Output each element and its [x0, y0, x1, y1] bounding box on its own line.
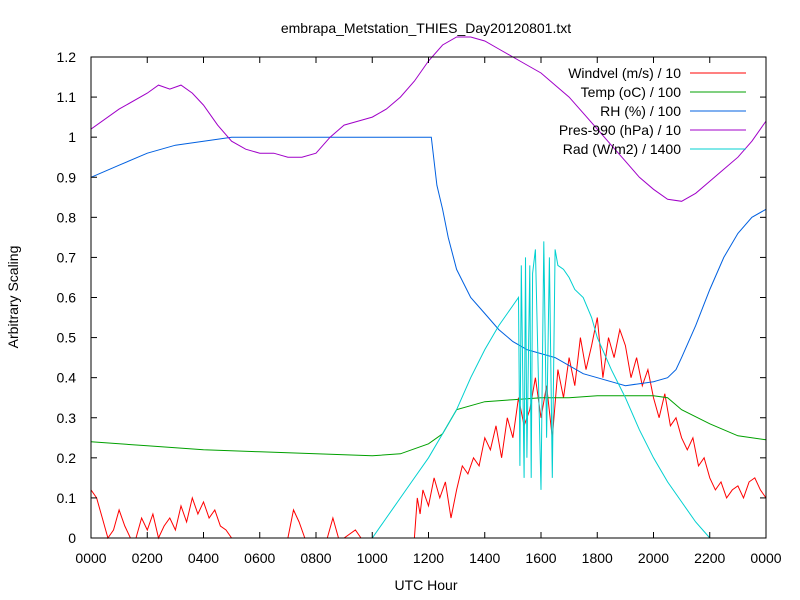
- x-tick-label: 1000: [357, 550, 388, 566]
- legend-label-4: Pres-990 (hPa) / 10: [559, 122, 681, 138]
- x-tick-label: 1600: [525, 550, 556, 566]
- series-line-5: [371, 241, 711, 539]
- x-axis-title: UTC Hour: [394, 577, 457, 593]
- legend: Windvel (m/s) / 10 Temp (oC) / 100 RH (%) …: [559, 65, 746, 157]
- y-tick-label: 1.1: [57, 89, 77, 105]
- y-tick-label: 0.5: [57, 330, 77, 346]
- legend-label-3: RH (%) / 100: [600, 103, 681, 119]
- x-tick-label: 1200: [413, 550, 444, 566]
- legend-label-2: Temp (oC) / 100: [581, 84, 682, 100]
- series-line-1: [90, 317, 767, 540]
- y-tick-label: 0.3: [57, 410, 77, 426]
- chart-title: embrapa_Metstation_THIES_Day20120801.txt: [281, 20, 571, 36]
- y-tick-label: 0.7: [57, 249, 77, 265]
- y-tick-label: 1: [68, 129, 76, 145]
- x-tick-label: 1400: [469, 550, 500, 566]
- y-tick-label: 1.2: [57, 49, 77, 65]
- x-tick-label: 2200: [694, 550, 725, 566]
- x-tick-label: 0600: [244, 550, 275, 566]
- y-tick-label: 0.4: [57, 370, 77, 386]
- legend-label-1: Windvel (m/s) / 10: [568, 65, 681, 81]
- legend-label-5: Rad (W/m2) / 1400: [563, 141, 681, 157]
- y-tick-label: 0.6: [57, 290, 77, 306]
- x-tick-label: 0000: [750, 550, 781, 566]
- x-tick-label: 0000: [75, 550, 106, 566]
- x-tick-label: 0400: [188, 550, 219, 566]
- x-tick-label: 0800: [300, 550, 331, 566]
- y-tick-label: 0.8: [57, 209, 77, 225]
- y-tick-label: 0.1: [57, 490, 77, 506]
- series-layer: [90, 36, 767, 540]
- y-axis-title: Arbitrary Scaling: [5, 246, 21, 349]
- series-line-2: [90, 395, 767, 457]
- y-tick-label: 0: [68, 530, 76, 546]
- y-tick-label: 0.9: [57, 169, 77, 185]
- x-tick-label: 2000: [638, 550, 669, 566]
- ticks-layer: 0000 0200 0400 0600 0800 1000 1200 1400 1600 1800…: [57, 49, 782, 566]
- x-tick-label: 1800: [582, 550, 613, 566]
- x-tick-label: 0200: [132, 550, 163, 566]
- series-line-3: [90, 136, 767, 387]
- y-tick-label: 0.2: [57, 450, 77, 466]
- series-line-4: [90, 36, 767, 202]
